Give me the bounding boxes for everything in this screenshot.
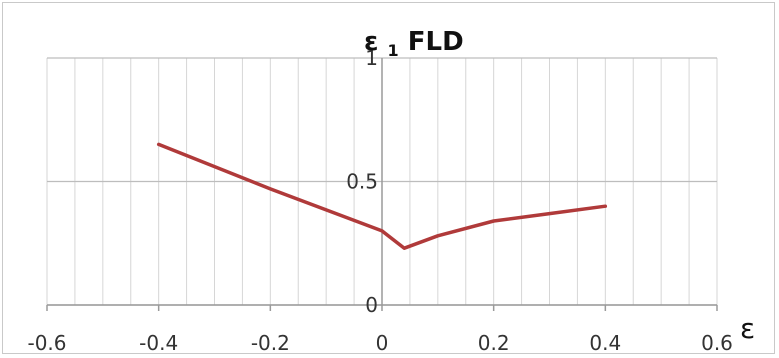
x-tick-label: -0.6 — [27, 331, 66, 355]
chart-title: ε 1 FLD — [364, 27, 464, 63]
x-tick-label: 0.2 — [478, 331, 510, 355]
y-tick-label: 0.5 — [346, 170, 378, 194]
y-tick-label: 1 — [365, 46, 378, 70]
x-tick-label: 0.6 — [701, 331, 733, 355]
series-line — [156, 142, 608, 250]
title-rest: FLD — [408, 27, 464, 57]
series-layer — [156, 142, 608, 250]
axis-layer — [46, 58, 718, 311]
title-subscript: 1 — [388, 41, 399, 60]
title-symbol: ε — [364, 27, 378, 57]
x-axis-label: ε — [740, 312, 755, 345]
tick-layer: -0.6 -0.4 -0.2 0 0.2 0.4 0.6 0 0.5 1 — [27, 46, 732, 355]
y-tick-label: 0 — [365, 293, 378, 317]
x-tick-label: 0.4 — [589, 331, 621, 355]
x-tick-label: -0.4 — [139, 331, 178, 355]
x-tick-label: -0.2 — [251, 331, 290, 355]
chart-frame — [2, 2, 775, 354]
x-tick-label: 0 — [376, 331, 389, 355]
